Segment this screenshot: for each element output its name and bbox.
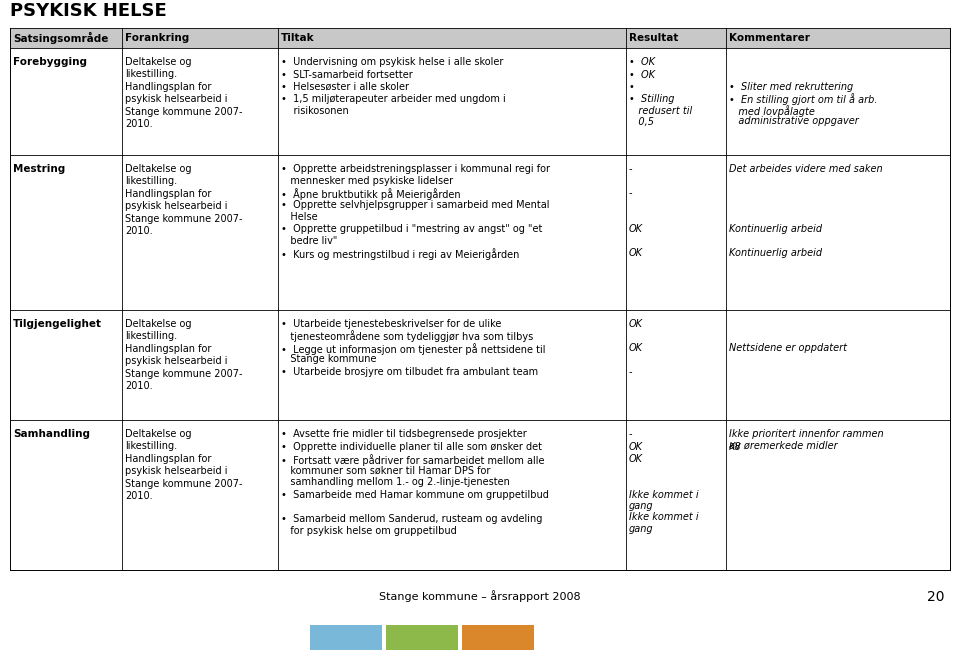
Text: Mestring: Mestring xyxy=(13,164,65,174)
Text: redusert til: redusert til xyxy=(629,106,692,116)
Text: Kontinuerlig arbeid: Kontinuerlig arbeid xyxy=(729,224,822,234)
Text: Forebygging: Forebygging xyxy=(13,57,87,67)
Text: •  Opprette selvhjelpsgrupper i samarbeid med Mental: • Opprette selvhjelpsgrupper i samarbeid… xyxy=(281,201,549,211)
Text: samhandling mellom 1.- og 2.-linje-tjenesten: samhandling mellom 1.- og 2.-linje-tjene… xyxy=(281,477,510,487)
Text: •  Undervisning om psykisk helse i alle skoler: • Undervisning om psykisk helse i alle s… xyxy=(281,57,503,67)
Text: risikosonen: risikosonen xyxy=(281,106,348,116)
Bar xyxy=(10,28,950,48)
Text: •  Sliter med rekruttering: • Sliter med rekruttering xyxy=(729,82,853,92)
Text: •  Utarbeide brosjyre om tilbudet fra ambulant team: • Utarbeide brosjyre om tilbudet fra amb… xyxy=(281,367,539,377)
Text: Kommentarer: Kommentarer xyxy=(729,33,810,43)
Text: Tiltak: Tiltak xyxy=(281,33,315,43)
Bar xyxy=(386,625,458,650)
Text: av øremerkede midler: av øremerkede midler xyxy=(729,440,838,451)
Text: •  Opprette gruppetilbud i "mestring av angst" og "et: • Opprette gruppetilbud i "mestring av a… xyxy=(281,224,542,234)
Bar xyxy=(10,48,950,155)
Text: Satsingsområde: Satsingsområde xyxy=(13,32,108,44)
Text: med lovpålagte: med lovpålagte xyxy=(729,105,815,117)
Text: -: - xyxy=(629,164,633,174)
Text: 20: 20 xyxy=(927,590,945,604)
Text: •  OK: • OK xyxy=(629,57,655,67)
Text: •  Avsette frie midler til tidsbegrensede prosjekter: • Avsette frie midler til tidsbegrensede… xyxy=(281,429,527,439)
Text: kommuner som søkner til Hamar DPS for: kommuner som søkner til Hamar DPS for xyxy=(281,465,491,475)
Text: •  Opprette arbeidstreningsplasser i kommunal regi for: • Opprette arbeidstreningsplasser i komm… xyxy=(281,164,550,174)
Text: Ikke kommet i: Ikke kommet i xyxy=(629,512,699,522)
Text: -: - xyxy=(629,188,633,198)
Text: gang: gang xyxy=(629,501,654,511)
Text: for psykisk helse om gruppetilbud: for psykisk helse om gruppetilbud xyxy=(281,526,457,536)
Text: 0,5: 0,5 xyxy=(629,117,654,128)
Text: K8: K8 xyxy=(729,442,742,451)
Text: •  En stilling gjort om til å arb.: • En stilling gjort om til å arb. xyxy=(729,93,877,105)
Text: •  Stilling: • Stilling xyxy=(629,95,675,105)
Text: Deltakelse og
likestilling.
Handlingsplan for
psykisk helsearbeid i
Stange kommu: Deltakelse og likestilling. Handlingspla… xyxy=(125,429,243,501)
Text: Ikke kommet i: Ikke kommet i xyxy=(629,489,699,500)
Text: mennesker med psykiske lidelser: mennesker med psykiske lidelser xyxy=(281,175,453,185)
Bar xyxy=(462,625,534,650)
Text: Deltakelse og
likestilling.
Handlingsplan for
psykisk helsearbeid i
Stange kommu: Deltakelse og likestilling. Handlingspla… xyxy=(125,164,243,236)
Text: gang: gang xyxy=(629,524,654,534)
Bar xyxy=(310,625,382,650)
Text: •  Opprette individuelle planer til alle som ønsker det: • Opprette individuelle planer til alle … xyxy=(281,442,542,451)
Text: •  Samarbeid mellom Sanderud, rusteam og avdeling: • Samarbeid mellom Sanderud, rusteam og … xyxy=(281,514,542,524)
Text: •  Utarbeide tjenestebeskrivelser for de ulike: • Utarbeide tjenestebeskrivelser for de … xyxy=(281,319,501,329)
Text: Nettsidene er oppdatert: Nettsidene er oppdatert xyxy=(729,343,847,353)
Text: -: - xyxy=(629,429,633,439)
Text: •: • xyxy=(629,82,635,92)
Text: Det arbeides videre med saken: Det arbeides videre med saken xyxy=(729,164,882,174)
Bar xyxy=(10,155,950,310)
Text: Helse: Helse xyxy=(281,212,318,222)
Text: Tilgjengelighet: Tilgjengelighet xyxy=(13,319,102,329)
Text: •  SLT-samarbeid fortsetter: • SLT-samarbeid fortsetter xyxy=(281,70,413,79)
Text: Deltakelse og
likestilling.
Handlingsplan for
psykisk helsearbeid i
Stange kommu: Deltakelse og likestilling. Handlingspla… xyxy=(125,57,243,129)
Bar xyxy=(10,310,950,420)
Text: OK: OK xyxy=(629,248,643,258)
Text: OK: OK xyxy=(629,442,643,451)
Text: Samhandling: Samhandling xyxy=(13,429,90,439)
Text: •  Åpne bruktbutikk på Meierigården: • Åpne bruktbutikk på Meierigården xyxy=(281,188,461,200)
Text: •  Legge ut informasjon om tjenester på nettsidene til: • Legge ut informasjon om tjenester på n… xyxy=(281,343,545,355)
Text: Kontinuerlig arbeid: Kontinuerlig arbeid xyxy=(729,248,822,258)
Bar xyxy=(10,420,950,570)
Text: OK: OK xyxy=(629,343,643,353)
Text: bedre liv": bedre liv" xyxy=(281,236,337,246)
Text: -: - xyxy=(629,367,633,377)
Text: Forankring: Forankring xyxy=(125,33,189,43)
Text: administrative oppgaver: administrative oppgaver xyxy=(729,117,859,126)
Text: tjenesteområdene som tydeliggjør hva som tilbys: tjenesteområdene som tydeliggjør hva som… xyxy=(281,330,533,342)
Text: •  Helsesøster i alle skoler: • Helsesøster i alle skoler xyxy=(281,82,409,92)
Text: •  Kurs og mestringstilbud i regi av Meierigården: • Kurs og mestringstilbud i regi av Meie… xyxy=(281,248,519,260)
Text: •  Fortsatt være pådriver for samarbeidet mellom alle: • Fortsatt være pådriver for samarbeidet… xyxy=(281,454,544,466)
Text: Deltakelse og
likestilling.
Handlingsplan for
psykisk helsearbeid i
Stange kommu: Deltakelse og likestilling. Handlingspla… xyxy=(125,319,243,391)
Text: Ikke prioritert innenfor rammen: Ikke prioritert innenfor rammen xyxy=(729,429,883,439)
Text: Resultat: Resultat xyxy=(629,33,679,43)
Text: OK: OK xyxy=(629,319,643,329)
Text: •  Samarbeide med Hamar kommune om gruppetilbud: • Samarbeide med Hamar kommune om gruppe… xyxy=(281,489,549,500)
Text: PSYKISK HELSE: PSYKISK HELSE xyxy=(10,2,167,20)
Text: Stange kommune: Stange kommune xyxy=(281,354,376,365)
Text: •  OK: • OK xyxy=(629,70,655,79)
Text: Stange kommune – årsrapport 2008: Stange kommune – årsrapport 2008 xyxy=(379,590,581,602)
Text: OK: OK xyxy=(629,454,643,464)
Text: OK: OK xyxy=(629,224,643,234)
Text: •  1,5 miljøterapeuter arbeider med ungdom i: • 1,5 miljøterapeuter arbeider med ungdo… xyxy=(281,95,506,105)
